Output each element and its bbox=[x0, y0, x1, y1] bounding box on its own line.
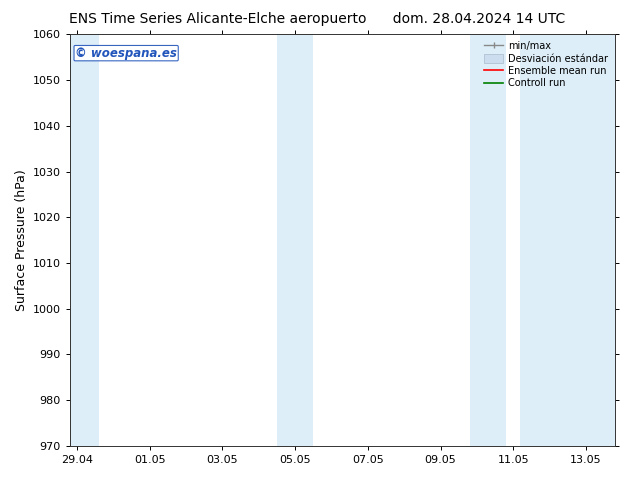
Legend: min/max, Desviación estándar, Ensemble mean run, Controll run: min/max, Desviación estándar, Ensemble m… bbox=[482, 39, 610, 90]
Bar bbox=[277, 34, 313, 446]
Text: © woespana.es: © woespana.es bbox=[75, 47, 177, 60]
Bar bbox=[470, 34, 506, 446]
Text: ENS Time Series Alicante-Elche aeropuerto      dom. 28.04.2024 14 UTC: ENS Time Series Alicante-Elche aeropuert… bbox=[69, 12, 565, 26]
Y-axis label: Surface Pressure (hPa): Surface Pressure (hPa) bbox=[15, 169, 29, 311]
Bar bbox=[70, 34, 99, 446]
Bar bbox=[521, 34, 615, 446]
